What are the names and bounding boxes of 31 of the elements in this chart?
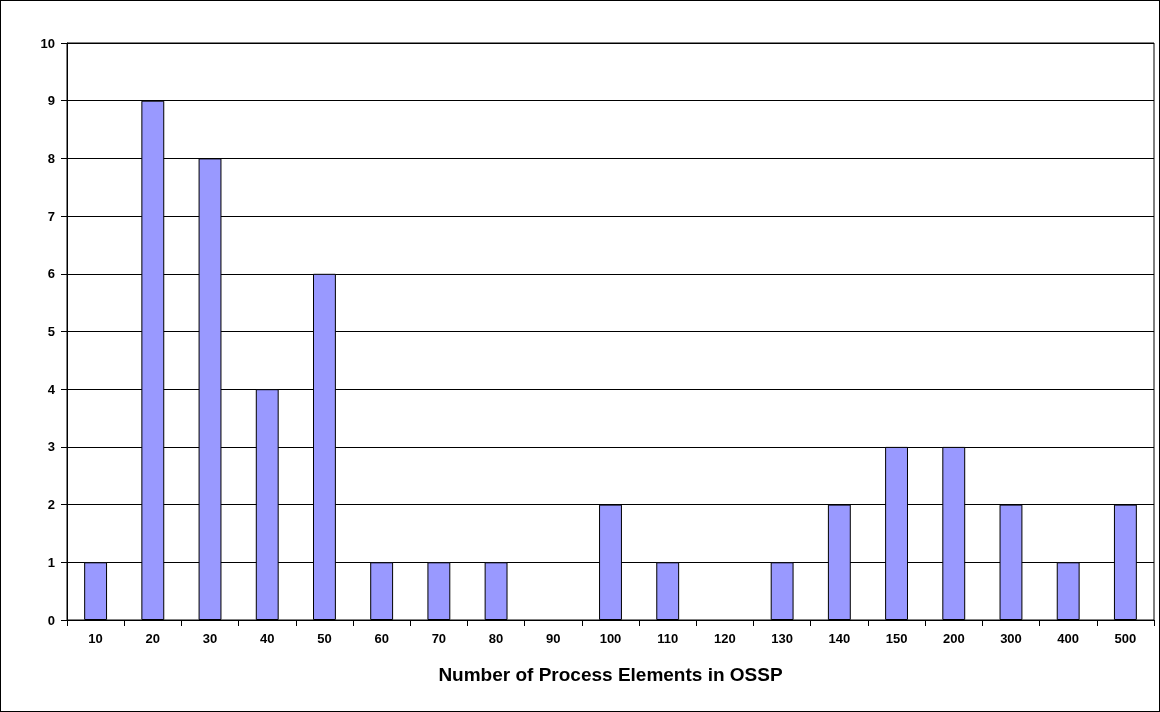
x-tick-label: 150 xyxy=(885,631,908,646)
x-tick-label: 30 xyxy=(202,631,218,646)
x-tick-label: 400 xyxy=(1057,631,1080,646)
x-tick-label: 300 xyxy=(1000,631,1022,646)
x-tick-label: 200 xyxy=(942,631,965,646)
x-tick-label: 50 xyxy=(317,631,332,646)
y-tick-label: 3 xyxy=(47,439,55,455)
x-tick-label: 120 xyxy=(714,631,736,646)
x-tick-label: 40 xyxy=(260,631,275,646)
x-tick-label: 80 xyxy=(488,631,504,646)
x-axis-title: Number of Process Elements in OSSP xyxy=(438,664,783,685)
y-tick-label: 2 xyxy=(47,497,55,513)
y-tick-label: 9 xyxy=(47,93,55,109)
y-tick-label: 1 xyxy=(47,554,55,570)
y-tick-label: 7 xyxy=(47,208,55,224)
x-tick-label: 100 xyxy=(599,631,622,646)
x-tick-label: 140 xyxy=(828,631,851,646)
x-tick-label: 500 xyxy=(1114,631,1137,646)
x-tick-label: 130 xyxy=(771,631,793,646)
x-tick-label: 70 xyxy=(431,631,447,646)
y-tick-label: 4 xyxy=(47,381,56,397)
x-tick-label: 60 xyxy=(374,631,389,646)
y-tick-label: 5 xyxy=(47,324,55,339)
x-tick-label: 110 xyxy=(657,631,679,646)
x-tick-label: 20 xyxy=(145,631,161,646)
y-tick-label: 8 xyxy=(47,150,55,166)
y-tick-label: 6 xyxy=(47,266,55,282)
y-tick-label: 0 xyxy=(47,612,55,628)
y-tick-label: 10 xyxy=(40,35,55,51)
x-tick-label: 10 xyxy=(88,631,103,646)
x-tick-label: 90 xyxy=(546,631,561,646)
